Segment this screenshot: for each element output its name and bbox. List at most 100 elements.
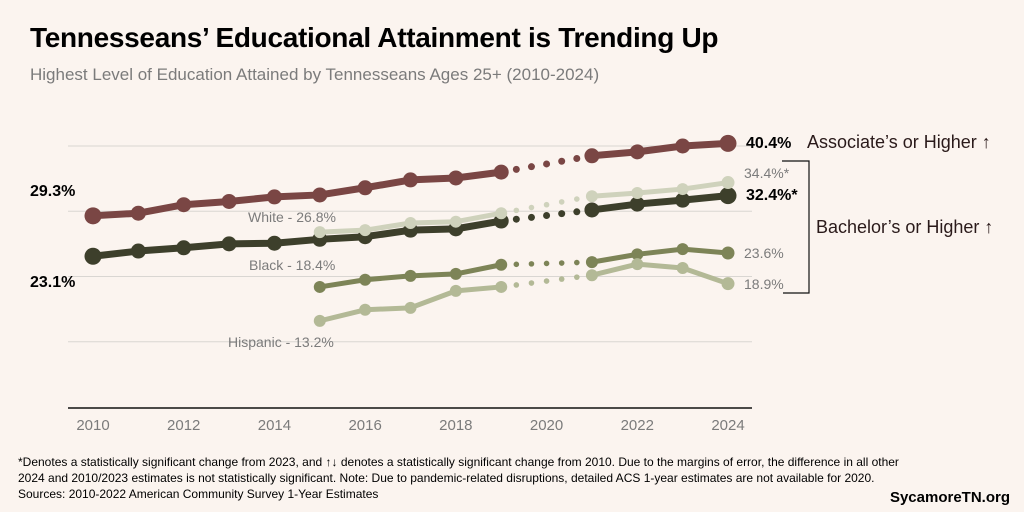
data-point: [495, 280, 508, 293]
x-tick-label: 2014: [258, 417, 291, 434]
data-point: [495, 258, 508, 271]
series-line-4: [591, 261, 729, 287]
data-point: [313, 280, 326, 293]
x-tick-label: 2016: [348, 417, 381, 434]
gap-dot: [528, 261, 535, 267]
data-point: [312, 187, 328, 203]
gap-dot: [513, 282, 520, 288]
brand-logo-text: SycamoreTN.org: [889, 489, 1010, 506]
gap-dot: [558, 260, 565, 266]
data-point: [449, 284, 462, 297]
end-label-hispanic: 18.9%: [744, 276, 784, 292]
data-point: [130, 243, 146, 259]
data-point: [585, 269, 598, 282]
end-label-bachelors: 32.4%*: [746, 187, 798, 204]
gap-dot: [574, 196, 580, 202]
data-point: [676, 262, 689, 275]
footnote-line: *Denotes a statistically significant cha…: [18, 455, 899, 469]
data-point: [403, 172, 418, 188]
bracket: [782, 160, 810, 294]
data-point: [676, 183, 689, 196]
data-point: [631, 248, 644, 261]
data-point: [130, 205, 146, 221]
end-label-associates: 40.4%: [746, 135, 791, 152]
data-point: [313, 314, 326, 327]
data-point: [266, 189, 282, 205]
gap-dot: [513, 207, 520, 214]
series-line-2: [591, 180, 729, 199]
data-point: [721, 246, 735, 260]
data-point: [719, 134, 737, 152]
gap-dot: [543, 211, 551, 219]
data-point: [584, 148, 600, 164]
data-point: [631, 258, 644, 271]
footnote-line: 2024 and 2010/2023 estimates is not stat…: [18, 471, 875, 485]
data-point: [176, 240, 192, 256]
annotation-bachelors: Bachelor’s or Higher ↑: [816, 217, 993, 237]
data-point: [631, 186, 644, 199]
data-point: [266, 235, 282, 251]
series-line-1: [591, 192, 729, 214]
start-label-bachelors: 23.1%: [30, 274, 75, 291]
data-point: [721, 277, 735, 291]
chart-subtitle: Highest Level of Education Attained by T…: [30, 65, 600, 84]
series-line-3: [591, 246, 729, 265]
data-point: [404, 216, 417, 229]
gap-dot: [574, 259, 580, 266]
chart-title: Tennesseans’ Educational Attainment is T…: [30, 22, 719, 53]
data-point: [675, 192, 691, 208]
gap-dot: [558, 157, 566, 165]
annotation-associates: Associate’s or Higher ↑: [807, 132, 991, 152]
data-point: [84, 207, 102, 225]
data-point: [629, 196, 645, 212]
x-tick-label: 2010: [76, 417, 109, 434]
series-line-1: [92, 217, 502, 260]
gap-dot: [543, 278, 550, 284]
x-tick-label: 2018: [439, 417, 472, 434]
data-point: [221, 236, 237, 252]
data-point: [585, 190, 598, 203]
gap-dot: [527, 213, 535, 221]
start-label-associates: 29.3%: [30, 183, 75, 200]
gap-dot: [528, 280, 535, 286]
gap-dot: [558, 210, 566, 218]
gap-dot: [574, 274, 580, 280]
gap-dot: [573, 155, 581, 163]
data-point: [359, 273, 372, 286]
gap-dot: [558, 199, 565, 205]
data-point: [449, 215, 462, 228]
gap-dot: [558, 276, 565, 282]
gap-dot: [512, 165, 520, 173]
sources-line: Sources: 2010-2022 American Community Su…: [18, 487, 379, 501]
data-point: [357, 180, 373, 196]
data-point: [676, 243, 689, 256]
data-point: [84, 247, 102, 265]
end-label-black: 23.6%: [744, 245, 784, 261]
data-point: [493, 164, 509, 180]
gap-dot: [513, 261, 520, 268]
x-tick-label: 2024: [711, 417, 744, 434]
data-point: [495, 207, 508, 220]
data-point: [404, 269, 417, 282]
gap-dot: [543, 201, 550, 208]
x-tick-label: 2020: [530, 417, 563, 434]
x-tick-label: 2022: [621, 417, 654, 434]
data-point: [404, 301, 417, 314]
data-point: [721, 176, 735, 190]
data-point: [176, 197, 192, 213]
data-point: [313, 226, 326, 239]
start-label-black: Black - 18.4%: [249, 257, 335, 273]
series-line-0: [591, 139, 729, 160]
x-tick-label: 2012: [167, 417, 200, 434]
start-label-hispanic: Hispanic - 13.2%: [228, 334, 334, 350]
gap-dot: [512, 215, 520, 223]
footnote: *Denotes a statistically significant cha…: [18, 454, 1018, 502]
gap-dot: [543, 160, 551, 168]
data-point: [359, 224, 372, 237]
start-label-white: White - 26.8%: [248, 209, 336, 225]
gap-dot: [543, 260, 550, 267]
data-point: [448, 170, 464, 186]
data-point: [675, 138, 691, 154]
gap-dot: [573, 208, 581, 216]
